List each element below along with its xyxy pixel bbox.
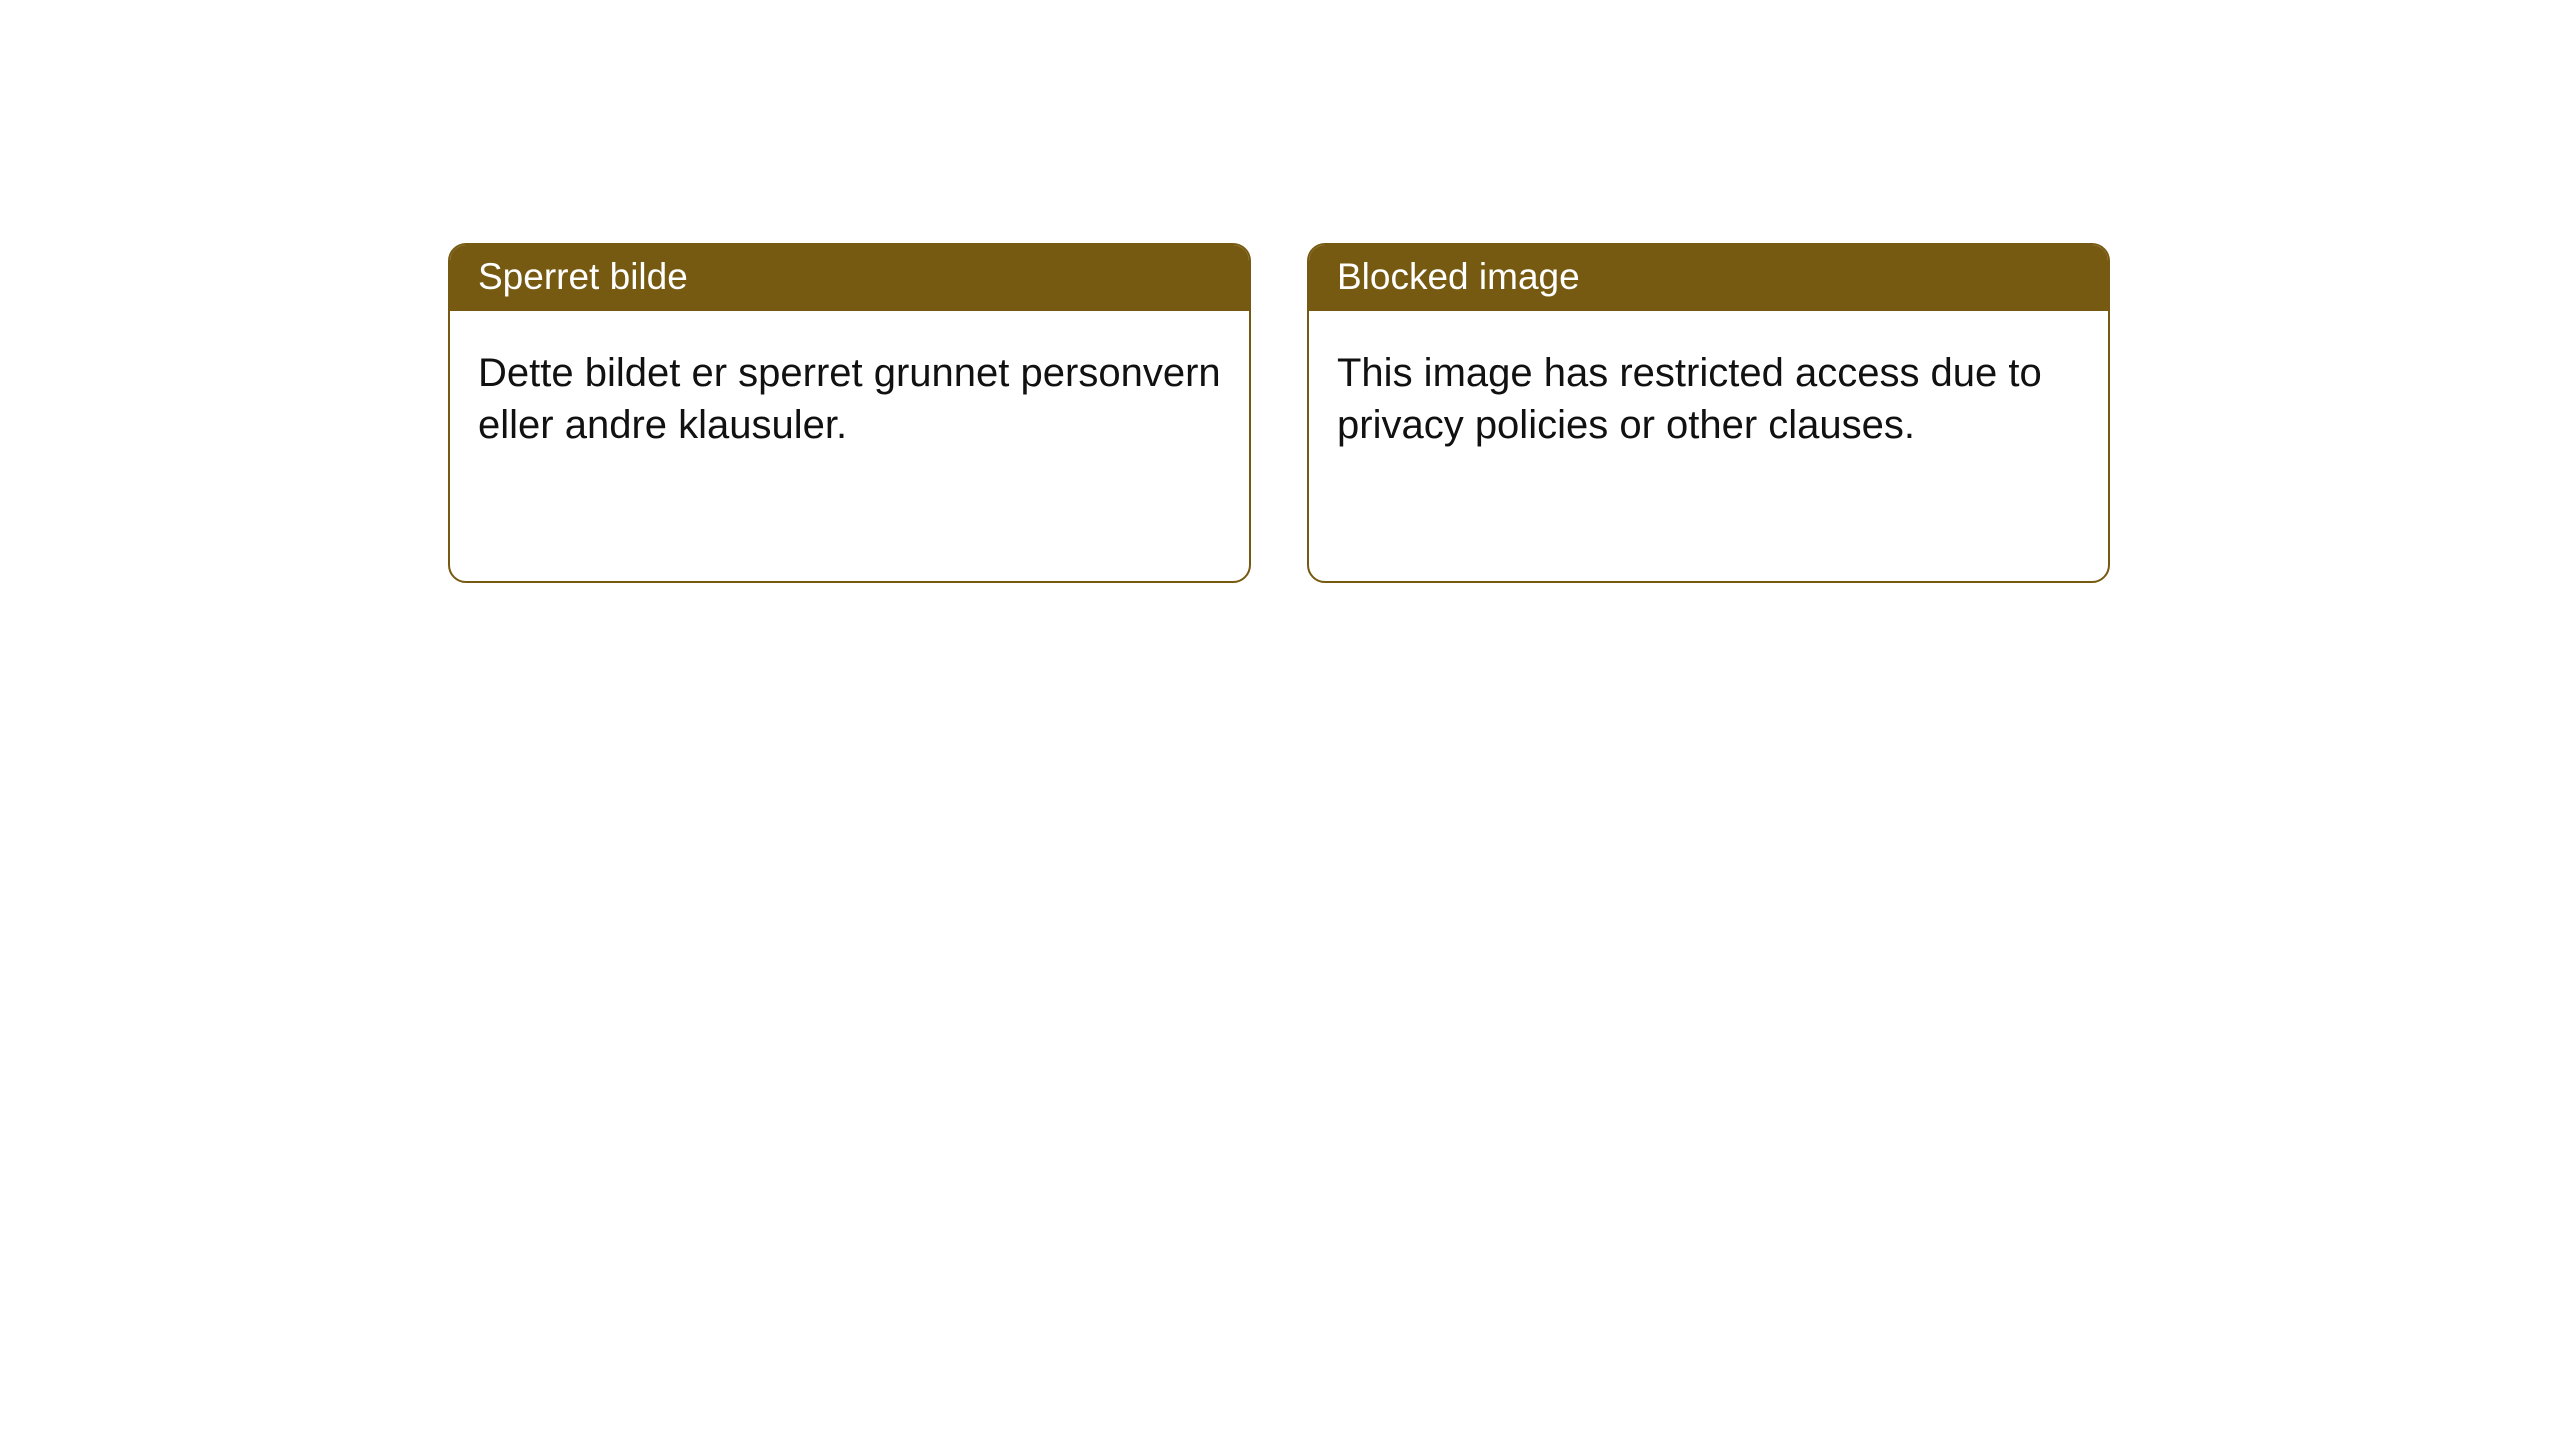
notice-card-norwegian: Sperret bilde Dette bildet er sperret gr… bbox=[448, 243, 1251, 583]
notice-body-english: This image has restricted access due to … bbox=[1309, 311, 2108, 581]
notice-card-english: Blocked image This image has restricted … bbox=[1307, 243, 2110, 583]
notice-body-norwegian: Dette bildet er sperret grunnet personve… bbox=[450, 311, 1249, 581]
notice-container: Sperret bilde Dette bildet er sperret gr… bbox=[0, 0, 2560, 583]
notice-title-norwegian: Sperret bilde bbox=[450, 245, 1249, 311]
notice-title-english: Blocked image bbox=[1309, 245, 2108, 311]
